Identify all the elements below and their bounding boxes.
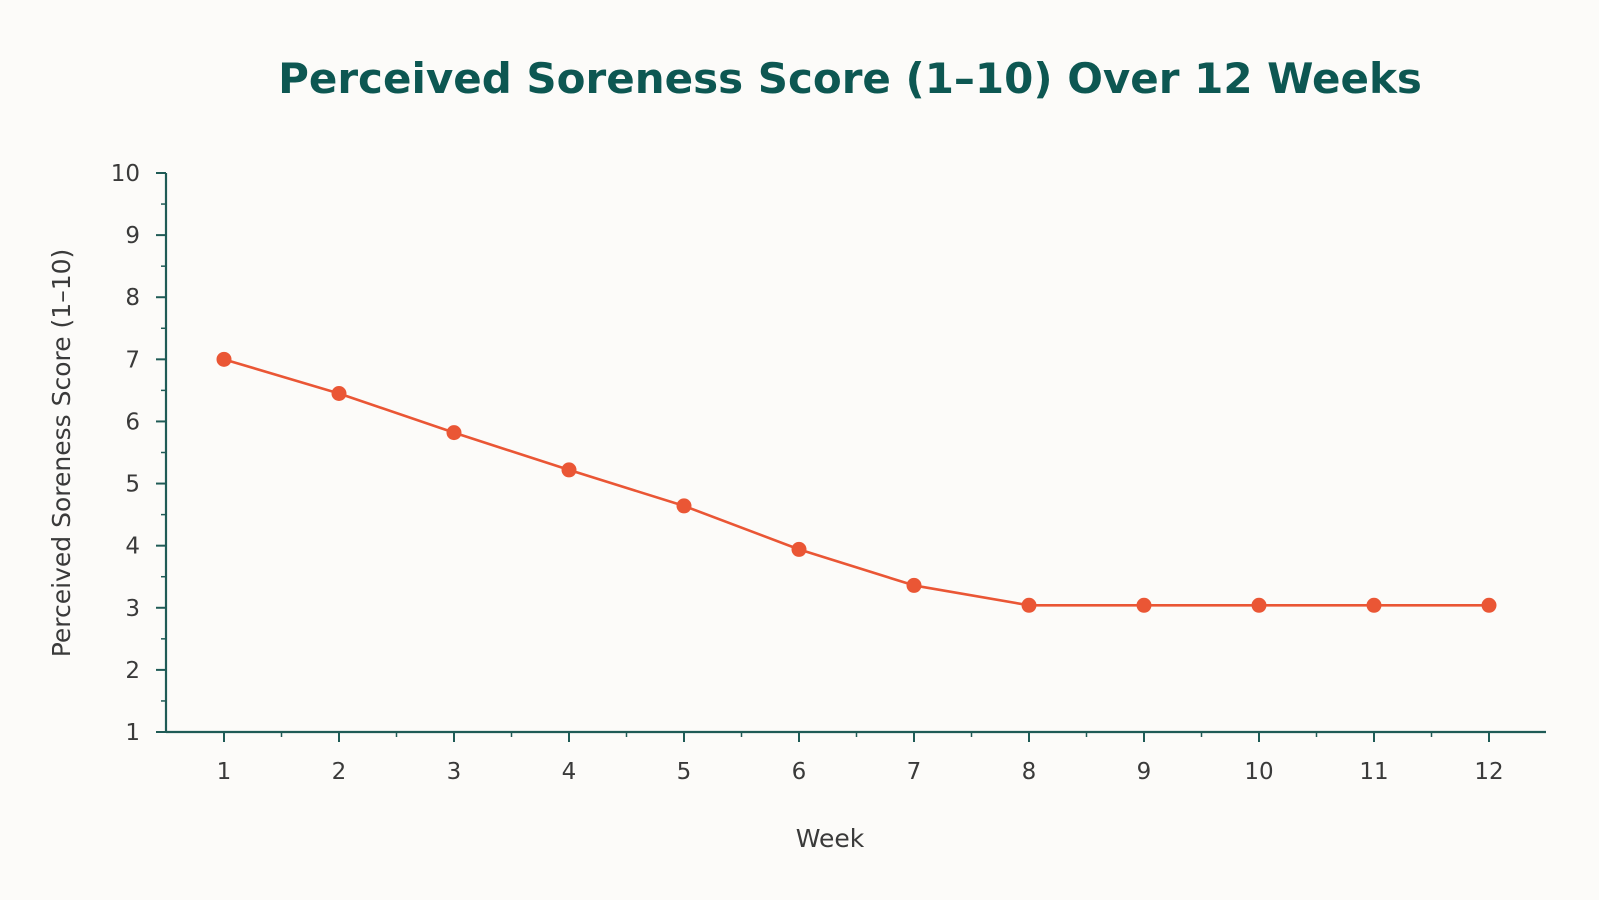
- x-axis-ticks: 1 2 3 4 5 6 7 8 9 10 11 12: [217, 732, 1504, 785]
- x-tick-label: 6: [792, 759, 807, 785]
- x-tick-label: 3: [447, 759, 462, 785]
- data-point: [1481, 597, 1497, 613]
- x-tick-label: 5: [677, 759, 692, 785]
- data-point: [1251, 597, 1267, 613]
- y-tick-label: 7: [125, 347, 140, 373]
- data-point: [331, 385, 347, 401]
- chart-title: Perceived Soreness Score (1–10) Over 12 …: [278, 54, 1422, 103]
- data-point: [561, 462, 577, 478]
- data-point: [1021, 597, 1037, 613]
- x-tick-label: 11: [1359, 759, 1388, 785]
- x-tick-label: 12: [1474, 759, 1503, 785]
- data-point: [1136, 597, 1152, 613]
- x-tick-label: 8: [1022, 759, 1037, 785]
- y-tick-label: 9: [125, 223, 140, 249]
- data-point: [676, 498, 692, 514]
- x-tick-label: 7: [907, 759, 922, 785]
- x-tick-label: 10: [1244, 759, 1273, 785]
- x-axis-label: Week: [796, 824, 865, 853]
- y-tick-label: 10: [111, 161, 140, 187]
- data-point: [791, 541, 807, 557]
- y-tick-label: 3: [125, 596, 140, 622]
- x-tick-label: 4: [562, 759, 577, 785]
- series-line: [222, 358, 1491, 607]
- y-tick-label: 1: [125, 720, 140, 746]
- y-tick-label: 2: [125, 658, 140, 684]
- y-tick-label: 4: [125, 534, 140, 560]
- data-point: [1366, 597, 1382, 613]
- y-tick-label: 8: [125, 285, 140, 311]
- y-axis-ticks: 1 2 3 4 5 6 7 8 9 10: [111, 161, 166, 746]
- y-axis-label: Perceived Soreness Score (1–10): [47, 249, 76, 658]
- data-point: [446, 425, 462, 441]
- y-tick-label: 6: [125, 409, 140, 435]
- series-group: [216, 351, 1497, 613]
- chart-axes: [164, 173, 1546, 734]
- data-point: [906, 577, 922, 593]
- x-tick-label: 1: [217, 759, 232, 785]
- x-tick-label: 9: [1137, 759, 1152, 785]
- x-tick-label: 2: [332, 759, 347, 785]
- data-point: [216, 351, 232, 367]
- y-tick-label: 5: [125, 472, 140, 498]
